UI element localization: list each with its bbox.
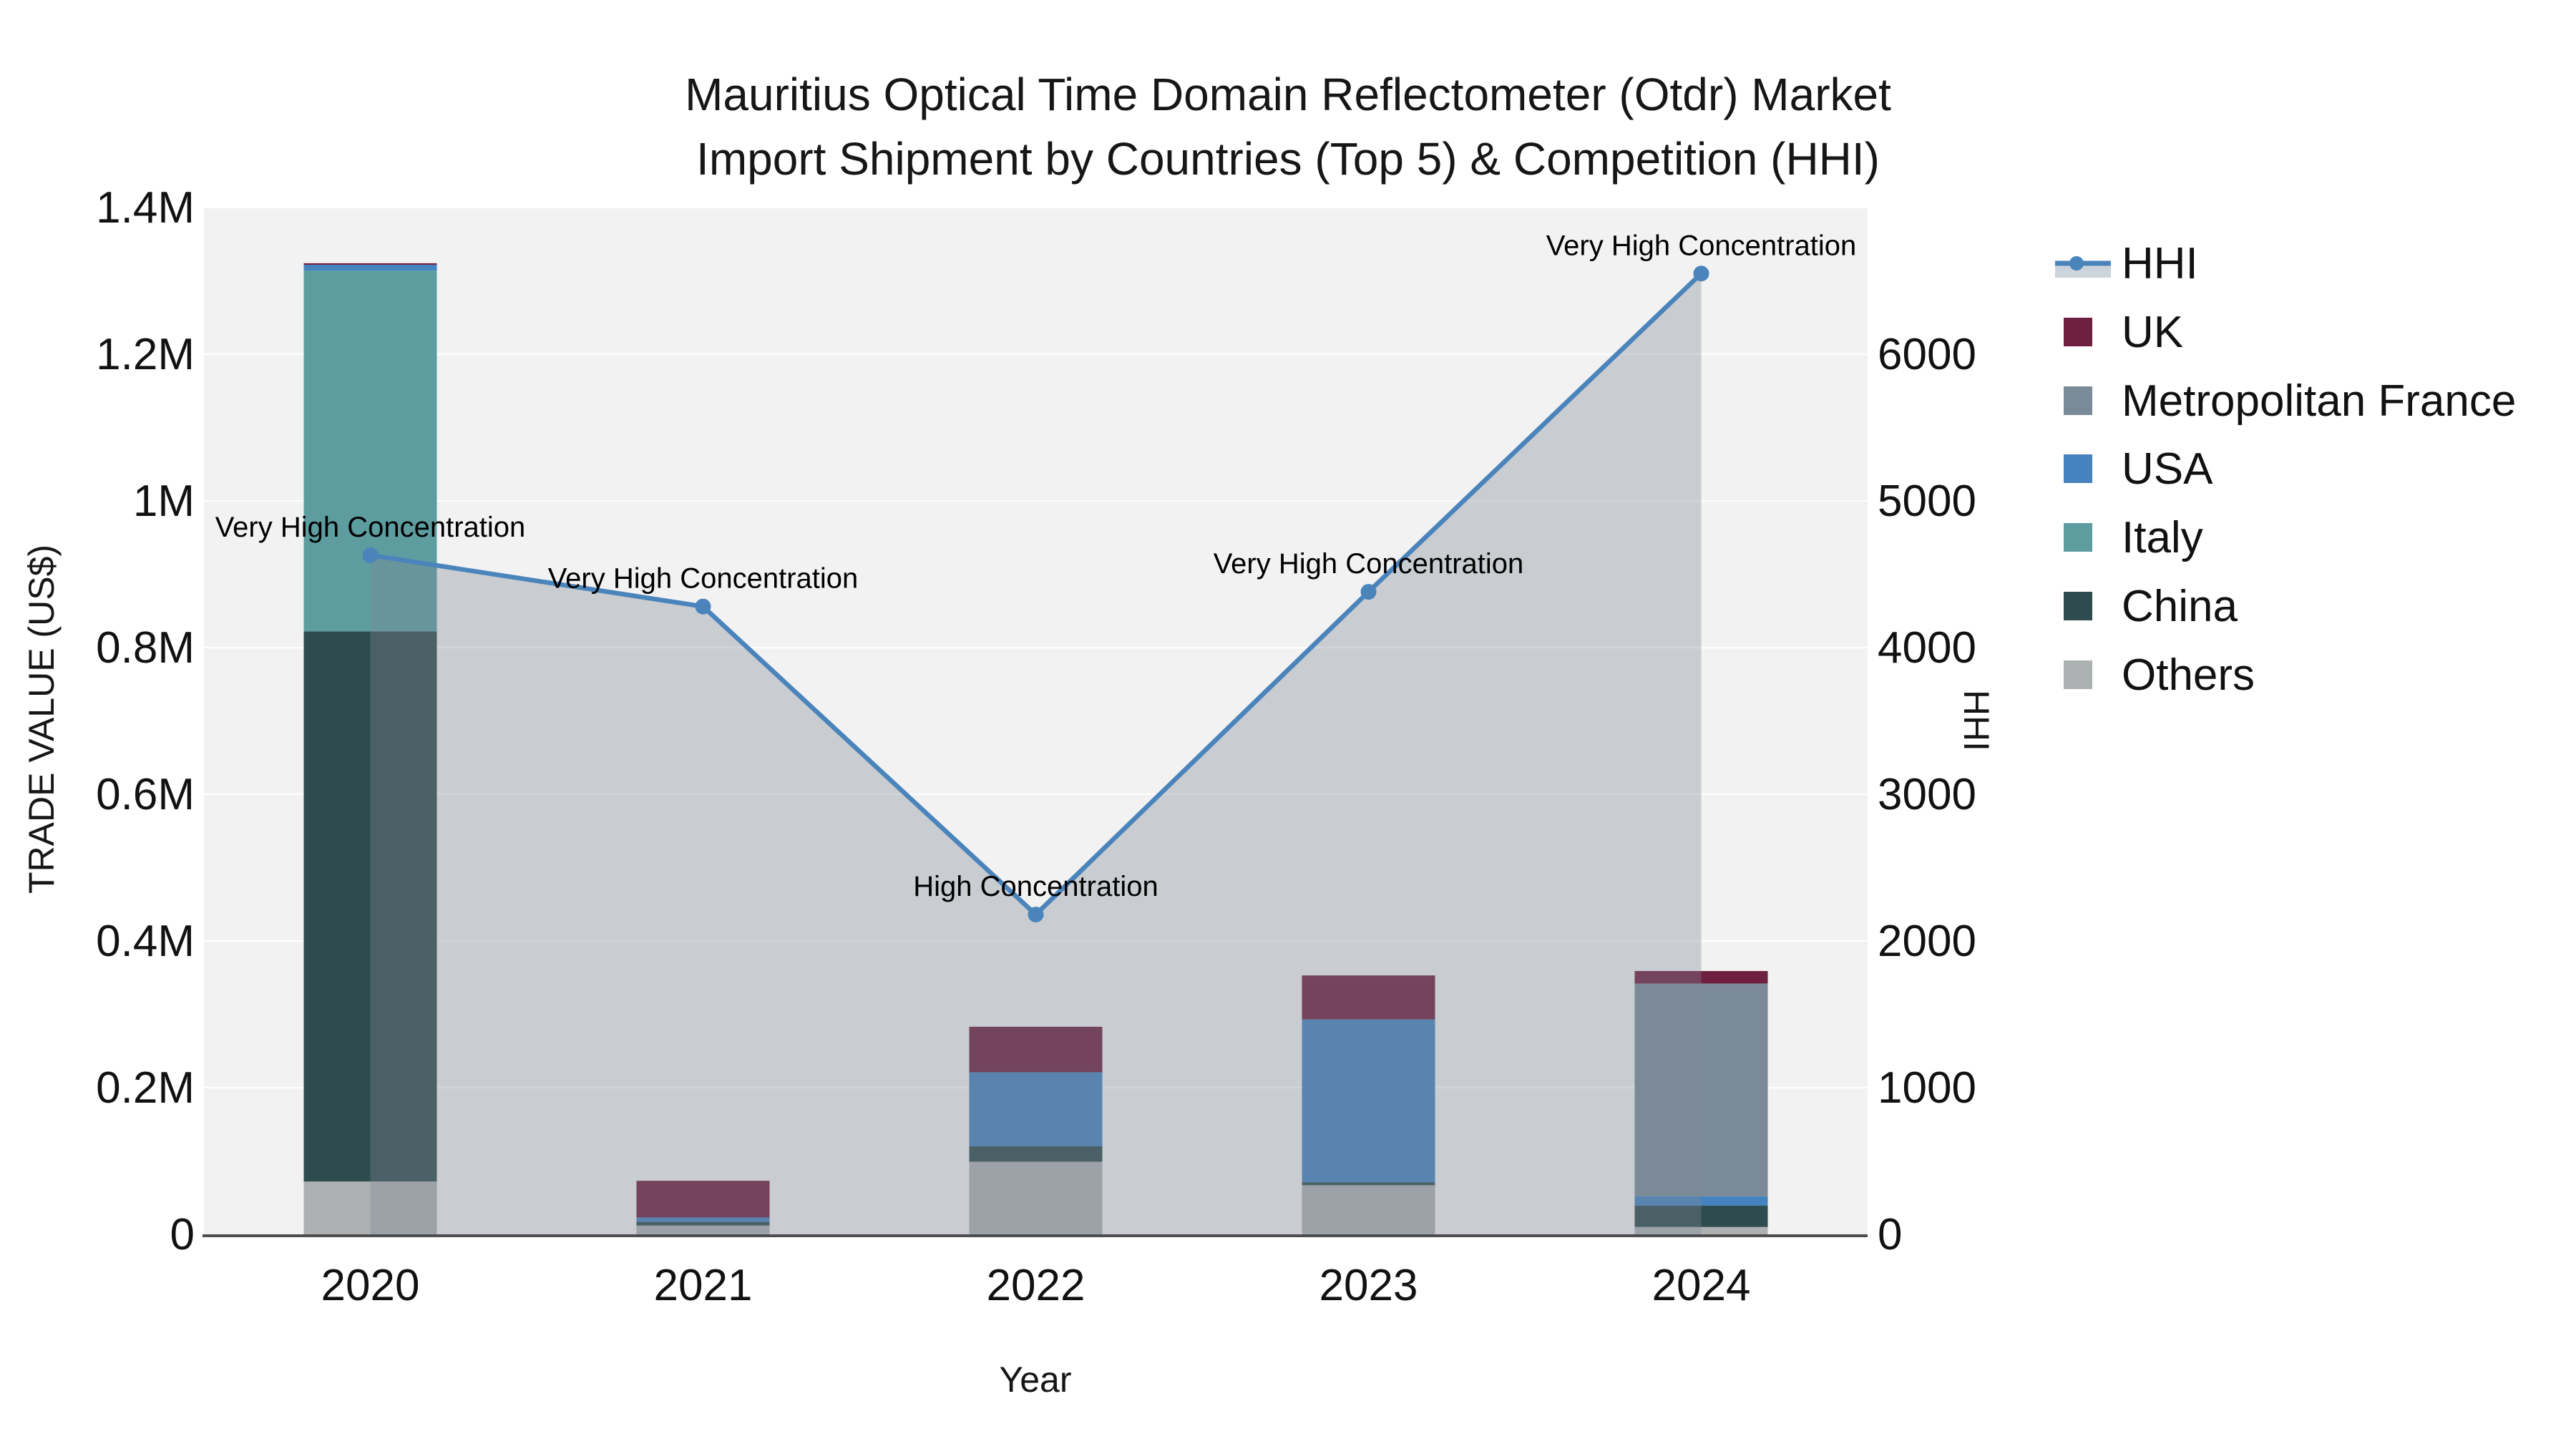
legend-swatch-usa bbox=[2055, 434, 2122, 503]
legend-label-hhi: HHI bbox=[2122, 238, 2198, 288]
y-left-tick-0.2M: 0.2M bbox=[96, 1063, 195, 1113]
legend-item-china[interactable]: China bbox=[2055, 572, 2238, 640]
legend-item-italy[interactable]: Italy bbox=[2055, 503, 2203, 572]
bar-segment-others-2022[interactable] bbox=[969, 1161, 1103, 1234]
bar-segment-china-2024[interactable] bbox=[1634, 1206, 1768, 1227]
y-right-tick-5000: 5000 bbox=[1878, 477, 1976, 526]
y-left-tick-1.4M: 1.4M bbox=[96, 183, 195, 233]
y-left-tick-0.4M: 0.4M bbox=[96, 917, 195, 966]
y-right-tick-0: 0 bbox=[1878, 1210, 1902, 1259]
y-axis-title-left: TRADE VALUE (US$) bbox=[21, 544, 62, 894]
bar-segment-uk-2020[interactable] bbox=[303, 263, 437, 265]
x-tick-2020: 2020 bbox=[321, 1261, 420, 1310]
bar-segment-china-2022[interactable] bbox=[969, 1146, 1103, 1162]
hhi-point-2020[interactable] bbox=[362, 547, 379, 563]
y-axis-title-right: HHI bbox=[1956, 689, 1996, 752]
hhi-point-2023[interactable] bbox=[1360, 584, 1377, 600]
legend-item-others[interactable]: Others bbox=[2055, 640, 2255, 709]
annotation-2022: High Concentration bbox=[913, 871, 1158, 902]
x-tick-2021: 2021 bbox=[654, 1261, 753, 1310]
x-tick-2024: 2024 bbox=[1652, 1261, 1751, 1310]
y-right-tick-4000: 4000 bbox=[1878, 623, 1976, 673]
y-left-tick-0.6M: 0.6M bbox=[96, 770, 195, 819]
y-right-tick-2000: 2000 bbox=[1878, 917, 1976, 966]
legend-label-usa: USA bbox=[2122, 444, 2213, 494]
bar-segment-china-2023[interactable] bbox=[1302, 1182, 1435, 1186]
bar-segment-uk-2024[interactable] bbox=[1634, 971, 1768, 984]
bar-segment-usa-2023[interactable] bbox=[1302, 1019, 1435, 1183]
hhi-point-2024[interactable] bbox=[1693, 265, 1709, 282]
x-tick-2022: 2022 bbox=[987, 1261, 1085, 1310]
legend-swatch-others bbox=[2055, 640, 2122, 709]
bar-segment-others-2023[interactable] bbox=[1302, 1185, 1435, 1234]
legend-swatch-china bbox=[2055, 572, 2122, 640]
bar-segment-others-2021[interactable] bbox=[636, 1225, 770, 1234]
y-right-tick-6000: 6000 bbox=[1878, 330, 1976, 379]
bar-segment-usa-2020[interactable] bbox=[303, 264, 437, 271]
bar-segment-usa-2024[interactable] bbox=[1634, 1196, 1768, 1206]
bar-segment-uk-2021[interactable] bbox=[636, 1181, 770, 1218]
legend-label-italy: Italy bbox=[2122, 512, 2203, 562]
annotation-2024: Very High Concentration bbox=[1546, 230, 1857, 261]
legend-item-usa[interactable]: USA bbox=[2055, 434, 2212, 503]
legend-swatch-italy bbox=[2055, 503, 2122, 572]
legend-label-uk: UK bbox=[2122, 307, 2184, 357]
hhi-point-2021[interactable] bbox=[695, 598, 711, 615]
y-left-tick-1.2M: 1.2M bbox=[96, 330, 195, 379]
y-right-tick-3000: 3000 bbox=[1878, 770, 1976, 819]
legend-line-marker-icon bbox=[2055, 229, 2122, 298]
bar-segment-others-2020[interactable] bbox=[303, 1181, 437, 1234]
y-left-tick-1M: 1M bbox=[133, 477, 195, 526]
annotation-2023: Very High Concentration bbox=[1214, 548, 1524, 580]
legend-swatch-uk bbox=[2055, 298, 2122, 366]
legend-item-uk[interactable]: UK bbox=[2055, 298, 2183, 366]
bar-segment-usa-2022[interactable] bbox=[969, 1072, 1103, 1146]
y-right-tick-1000: 1000 bbox=[1878, 1063, 1976, 1113]
x-axis-title: Year bbox=[999, 1360, 1072, 1400]
legend-label-metropolitan-france: Metropolitan France bbox=[2122, 376, 2517, 426]
bar-segment-china-2021[interactable] bbox=[636, 1221, 770, 1226]
bar-segment-italy-2020[interactable] bbox=[303, 270, 437, 632]
page-title-line2: Import Shipment by Countries (Top 5) & C… bbox=[696, 133, 1880, 185]
bar-segment-china-2020[interactable] bbox=[303, 631, 437, 1182]
bar-segment-uk-2022[interactable] bbox=[969, 1026, 1103, 1073]
page-title-line1: Mauritius Optical Time Domain Reflectome… bbox=[685, 69, 1891, 120]
legend-item-hhi[interactable]: HHI bbox=[2055, 229, 2198, 298]
legend-label-china: China bbox=[2122, 581, 2238, 631]
hhi-point-2022[interactable] bbox=[1028, 907, 1044, 923]
bar-segment-others-2024[interactable] bbox=[1634, 1226, 1768, 1234]
bar-segment-metropolitan-france-2024[interactable] bbox=[1634, 983, 1768, 1196]
bar-segment-usa-2021[interactable] bbox=[636, 1217, 770, 1222]
annotation-2021: Very High Concentration bbox=[548, 563, 859, 595]
legend-item-metropolitan-france[interactable]: Metropolitan France bbox=[2055, 366, 2516, 435]
x-tick-2023: 2023 bbox=[1319, 1261, 1418, 1310]
bar-segment-uk-2023[interactable] bbox=[1302, 975, 1435, 1020]
annotation-2020: Very High Concentration bbox=[215, 512, 526, 543]
hhi-area bbox=[370, 273, 1702, 1234]
legend-swatch-metropolitan-france bbox=[2055, 366, 2122, 435]
legend-label-others: Others bbox=[2122, 650, 2255, 700]
y-left-tick-0.8M: 0.8M bbox=[96, 623, 195, 673]
y-left-tick-0: 0 bbox=[170, 1210, 195, 1259]
